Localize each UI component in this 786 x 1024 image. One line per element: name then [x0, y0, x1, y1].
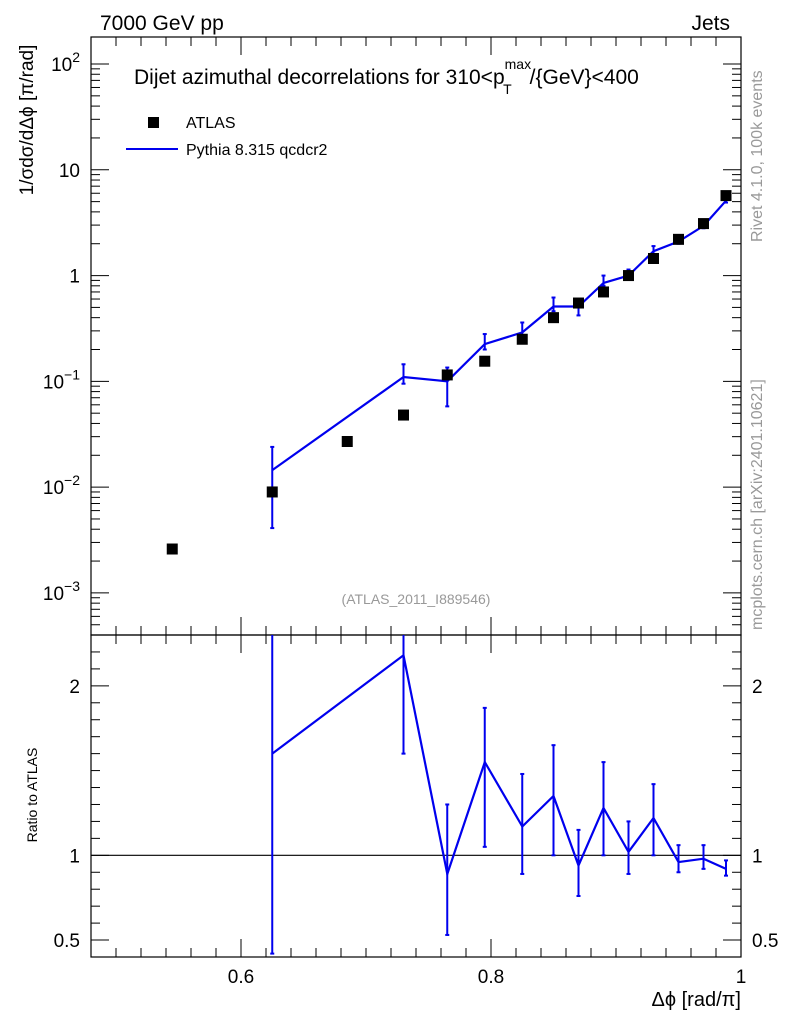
- ratio-y-tick-label-right: 2: [752, 677, 763, 698]
- ratio-y-tick-label: 1: [69, 846, 80, 867]
- main-y-tick-label: 10−1: [43, 366, 80, 393]
- header-energy: 7000 GeV pp: [100, 12, 224, 35]
- ratio-axes: 0.6 0.8 10.5 0.51 12 2: [54, 635, 778, 988]
- atlas-data-point: [479, 355, 491, 367]
- atlas-data-point: [548, 312, 559, 324]
- rivet-label: Rivet 4.1.0, 100k events: [749, 70, 766, 242]
- main-y-tick-base: 10: [43, 372, 64, 393]
- ratio-y-tick-label-right: 1: [752, 846, 763, 867]
- ratio-panel-frame: [90, 634, 742, 958]
- title-prefix: Dijet azimuthal decorrelations for 310<p: [134, 66, 505, 89]
- legend-mc-label: Pythia 8.315 qcdcr2: [186, 142, 328, 159]
- header-jets: Jets: [691, 12, 730, 35]
- main-y-tick-label: 102: [51, 49, 80, 76]
- main-y-tick-label: 10−2: [43, 472, 80, 499]
- atlas-data-point: [698, 218, 709, 230]
- ratio-y-tick-label: 2: [69, 677, 80, 698]
- ratio-series-line: [271, 653, 727, 879]
- x-tick-label: 1: [736, 967, 747, 988]
- atlas-data-point: [166, 543, 178, 555]
- analysis-watermark: (ATLAS_2011_I889546): [342, 591, 491, 607]
- atlas-data-point: [516, 333, 528, 345]
- atlas-data-point: [623, 270, 634, 282]
- ratio-marks: [270, 635, 728, 955]
- legend-data-marker: [148, 117, 159, 128]
- main-y-tick-base: 10: [43, 478, 64, 499]
- main-y-tick-exp: −2: [64, 472, 80, 488]
- main-y-tick-label: 10−3: [43, 578, 80, 605]
- title-suffix: /{GeV}<400: [530, 66, 639, 89]
- legend-data-label: ATLAS: [186, 115, 236, 132]
- main-title: Dijet azimuthal decorrelations for 310<p…: [134, 56, 639, 97]
- main-y-tick-base: 10: [43, 584, 64, 605]
- atlas-data-point: [398, 409, 409, 421]
- x-tick-label: 0.6: [228, 967, 254, 988]
- ratio-ylabel: Ratio to ATLAS: [24, 748, 40, 843]
- main-y-tick-label: 1: [69, 267, 80, 288]
- main-y-tick-exp: 2: [72, 49, 80, 65]
- atlas-data-point: [673, 233, 684, 245]
- main-y-tick-exp: −1: [64, 366, 80, 382]
- atlas-data-point: [341, 435, 353, 447]
- atlas-data-point: [598, 286, 609, 298]
- main-y-tick-label: 10: [59, 161, 80, 182]
- ratio-y-tick-label: 0.5: [54, 931, 80, 952]
- main-ylabel: 1/σdσ/dΔϕ [π/rad]: [17, 45, 38, 196]
- x-tick-label: 0.8: [478, 967, 504, 988]
- mc-series-line: [271, 199, 727, 471]
- ratio-y-tick-label-right: 0.5: [752, 931, 778, 952]
- main-marks: [166, 190, 732, 555]
- atlas-data-point: [266, 486, 278, 498]
- main-y-tick-base: 10: [51, 55, 72, 76]
- atlas-data-point: [720, 190, 732, 202]
- atlas-data-point: [648, 252, 659, 264]
- atlas-data-point: [441, 369, 453, 381]
- main-y-tick-exp: −3: [64, 578, 80, 594]
- title-sup: max: [505, 56, 531, 72]
- xlabel: Δϕ [rad/π]: [652, 989, 742, 1011]
- mcplots-label: mcplots.cern.ch [arXiv:2401.10621]: [749, 379, 766, 630]
- atlas-data-point: [573, 297, 584, 309]
- title-sub: T: [503, 81, 512, 97]
